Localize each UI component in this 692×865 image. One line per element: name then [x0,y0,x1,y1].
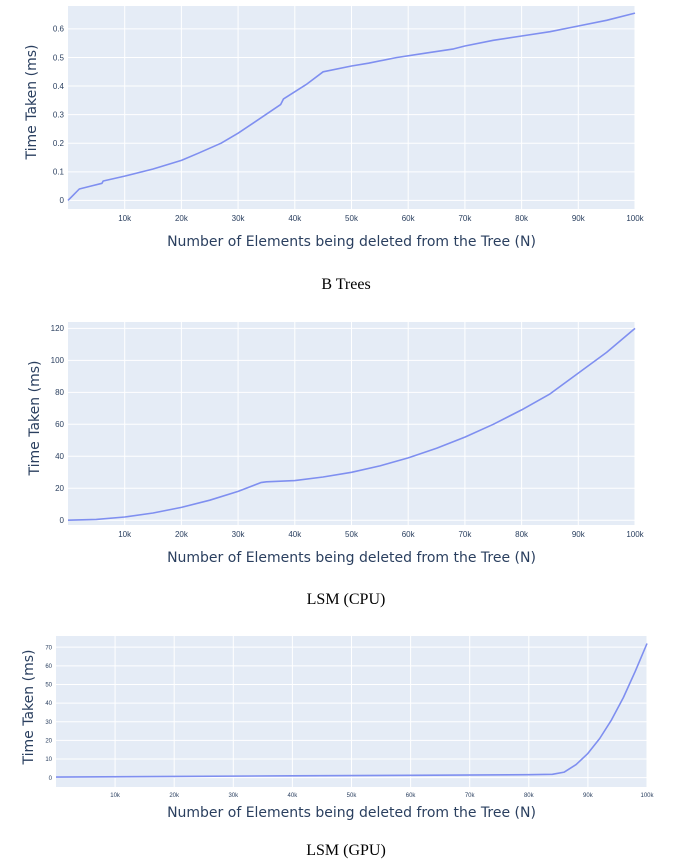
chart-1-caption: B Trees [321,276,371,293]
y-tick-label: 0.2 [53,139,65,148]
x-tick-label: 70k [458,214,472,223]
x-tick-label: 70k [465,793,476,799]
y-tick-label: 120 [51,324,65,333]
x-tick-label: 100k [626,530,644,539]
y-axis-title: Time Taken (ms) [21,650,37,766]
y-tick-label: 0.1 [53,168,65,177]
y-tick-label: 0 [49,776,53,782]
x-tick-label: 50k [345,530,359,539]
y-tick-label: 40 [45,701,52,707]
x-tick-label: 40k [288,793,299,799]
y-tick-label: 20 [55,484,64,493]
x-tick-label: 90k [583,793,594,799]
y-tick-label: 0.3 [53,110,65,119]
x-tick-label: 60k [402,214,416,223]
series-line [55,643,648,778]
x-tick-label: 70k [458,530,472,539]
x-tick-label: 20k [169,793,180,799]
x-tick-label: 10k [118,530,132,539]
chart-2-caption: LSM (CPU) [306,591,386,608]
x-axis-title: Number of Elements being deleted from th… [167,805,536,821]
y-tick-label: 60 [45,664,52,670]
y-tick-label: 50 [45,683,52,689]
x-tick-label: 80k [515,530,529,539]
x-tick-label: 10k [118,214,132,223]
x-tick-label: 100k [626,214,644,223]
x-tick-label: 10k [110,793,121,799]
y-tick-label: 10 [45,757,52,763]
x-tick-label: 40k [288,214,302,223]
y-tick-label: 0 [60,196,65,205]
x-tick-label: 90k [572,214,586,223]
x-axis-title: Number of Elements being deleted from th… [167,550,536,566]
chart-3-caption: LSM (GPU) [306,842,386,859]
x-tick-label: 60k [406,793,417,799]
y-tick-label: 30 [45,720,52,726]
y-tick-label: 0 [60,516,65,525]
y-tick-label: 60 [55,420,64,429]
x-tick-label: 60k [402,530,416,539]
x-tick-label: 80k [515,214,529,223]
y-tick-label: 100 [51,356,65,365]
x-axis-title: Number of Elements being deleted from th… [167,234,536,250]
series-line [67,12,636,201]
y-tick-label: 80 [55,388,64,397]
y-tick-label: 0.6 [53,25,65,34]
y-tick-label: 20 [45,738,52,744]
y-tick-label: 70 [45,645,52,651]
x-tick-label: 50k [347,793,358,799]
x-tick-label: 20k [175,530,189,539]
x-tick-label: 100k [640,793,654,799]
series-line [67,327,636,521]
chart-1: 10k 20k 30k 40k 50k 60k 70k 80k 90k 100k 0 0.1 0.2 0.… [24,6,645,250]
x-tick-label: 50k [345,214,359,223]
y-tick-label: 0.5 [53,53,65,62]
x-tick-label: 90k [572,530,586,539]
chart-3: 10k 20k 30k 40k 50k 60k 70k 80k 90k 100k 0 10 20 30 40… [21,636,655,821]
x-tick-label: 30k [232,530,246,539]
y-axis-title: Time Taken (ms) [27,361,43,477]
x-tick-label: 30k [228,793,239,799]
x-tick-label: 30k [232,214,246,223]
x-tick-label: 40k [288,530,302,539]
y-axis-title: Time Taken (ms) [24,45,40,161]
y-tick-label: 0.4 [53,82,65,91]
y-tick-label: 40 [55,452,64,461]
x-tick-label: 80k [524,793,535,799]
x-tick-label: 20k [175,214,189,223]
chart-2: 10k 20k 30k 40k 50k 60k 70k 80k 90k 100k 0 20 40 60 80… [27,322,645,566]
